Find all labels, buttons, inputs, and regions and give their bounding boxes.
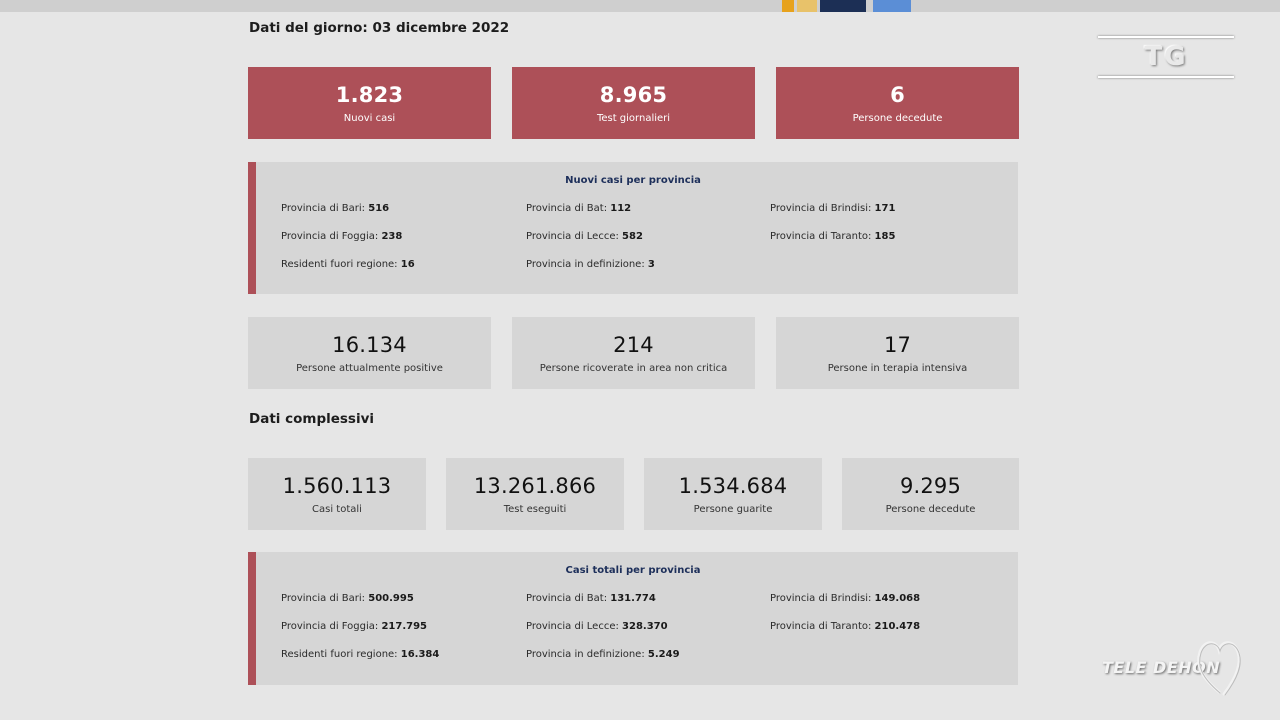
province-item-brindisi: Provincia di Brindisi: 171 — [770, 203, 895, 214]
province-value: 238 — [381, 231, 403, 242]
province-item-out-of-region: Residenti fuori regione: 16.384 — [281, 649, 439, 660]
stat-label: Persone ricoverate in area non critica — [539, 363, 728, 374]
total-card-cases: 1.560.113 Casi totali — [248, 458, 426, 530]
stat-label: Nuovi casi — [343, 113, 396, 124]
province-label: Provincia di Lecce: — [526, 231, 619, 242]
status-card-hospitalized: 214 Persone ricoverate in area non criti… — [512, 317, 755, 389]
province-label: Provincia in definizione: — [526, 649, 645, 660]
province-label: Provincia di Bat: — [526, 203, 608, 214]
province-value: 217.795 — [381, 621, 428, 632]
banner-fragment — [797, 0, 817, 12]
province-value: 185 — [874, 231, 896, 242]
totals-section-title: Dati complessivi — [249, 411, 375, 427]
daily-section-title: Dati del giorno: 03 dicembre 2022 — [249, 20, 510, 36]
stat-label: Persone decedute — [852, 113, 943, 124]
total-card-tests: 13.261.866 Test eseguiti — [446, 458, 624, 530]
province-value: 171 — [874, 203, 896, 214]
stat-label: Test giornalieri — [596, 113, 671, 124]
province-value: 149.068 — [874, 593, 921, 604]
province-item-foggia: Provincia di Foggia: 238 — [281, 231, 402, 242]
banner-fragment — [820, 0, 866, 12]
channel-logo-text: TELE DEHON — [1102, 658, 1221, 677]
stat-label: Persone in terapia intensiva — [827, 363, 968, 374]
stat-value: 1.534.684 — [678, 474, 788, 498]
province-label: Provincia di Taranto: — [770, 231, 872, 242]
tg-logo-line — [1098, 36, 1234, 38]
stat-value: 1.823 — [335, 83, 404, 107]
province-label: Provincia di Brindisi: — [770, 203, 872, 214]
stat-value: 13.261.866 — [473, 474, 597, 498]
province-value: 131.774 — [610, 593, 656, 604]
province-value: 582 — [622, 231, 643, 242]
province-item-bari: Provincia di Bari: 500.995 — [281, 593, 414, 604]
tg-logo-line — [1098, 76, 1234, 78]
daily-card-deaths: 6 Persone decedute — [776, 67, 1019, 139]
tele-dehon-logo: TELE DEHON — [1098, 636, 1248, 702]
province-label: Provincia di Bat: — [526, 593, 608, 604]
status-card-positive: 16.134 Persone attualmente positive — [248, 317, 491, 389]
stat-label: Test eseguiti — [503, 504, 567, 515]
province-value: 5.249 — [647, 649, 680, 660]
province-label: Provincia di Foggia: — [281, 621, 379, 632]
province-item-bat: Provincia di Bat: 112 — [526, 203, 631, 214]
province-value: 500.995 — [368, 593, 414, 604]
totals-provinces-panel: Casi totali per provincia Provincia di B… — [248, 552, 1018, 685]
province-label: Provincia di Foggia: — [281, 231, 379, 242]
total-card-deaths: 9.295 Persone decedute — [842, 458, 1019, 530]
daily-provinces-panel: Nuovi casi per provincia Provincia di Ba… — [248, 162, 1018, 294]
province-value: 16.384 — [400, 649, 440, 660]
province-value: 16 — [400, 259, 415, 270]
province-item-lecce: Provincia di Lecce: 328.370 — [526, 621, 668, 632]
province-label: Provincia di Brindisi: — [770, 593, 872, 604]
province-value: 516 — [368, 203, 390, 214]
province-item-undefined: Provincia in definizione: 5.249 — [526, 649, 680, 660]
province-label: Provincia di Bari: — [281, 203, 366, 214]
province-item-bat: Provincia di Bat: 131.774 — [526, 593, 656, 604]
heart-icon — [1197, 641, 1241, 696]
stat-value: 16.134 — [332, 333, 407, 357]
province-item-brindisi: Provincia di Brindisi: 149.068 — [770, 593, 920, 604]
banner-fragment — [873, 0, 911, 12]
province-value: 112 — [610, 203, 632, 214]
province-label: Provincia di Bari: — [281, 593, 366, 604]
province-item-bari: Provincia di Bari: 516 — [281, 203, 389, 214]
stat-value: 9.295 — [899, 474, 962, 498]
province-value: 210.478 — [874, 621, 921, 632]
stat-label: Persone guarite — [693, 504, 773, 515]
banner-fragment — [782, 0, 794, 12]
tg-logo-text: TG — [1144, 42, 1188, 72]
panel-title: Nuovi casi per provincia — [565, 175, 701, 186]
panel-title: Casi totali per provincia — [565, 565, 701, 576]
stat-value: 17 — [883, 333, 912, 357]
province-label: Provincia in definizione: — [526, 259, 645, 270]
province-item-undefined: Provincia in definizione: 3 — [526, 259, 655, 270]
province-label: Residenti fuori regione: — [281, 259, 398, 270]
stat-label: Persone decedute — [885, 504, 976, 515]
province-value: 328.370 — [622, 621, 668, 632]
daily-card-tests: 8.965 Test giornalieri — [512, 67, 755, 139]
stat-value: 214 — [613, 333, 654, 357]
province-item-out-of-region: Residenti fuori regione: 16 — [281, 259, 415, 270]
stat-label: Casi totali — [312, 504, 362, 515]
province-value: 3 — [647, 259, 655, 270]
stat-value: 1.560.113 — [282, 474, 392, 498]
tg-logo: TG — [1098, 36, 1234, 80]
stat-label: Persone attualmente positive — [296, 363, 443, 374]
province-item-taranto: Provincia di Taranto: 185 — [770, 231, 895, 242]
total-card-recovered: 1.534.684 Persone guarite — [644, 458, 822, 530]
province-label: Provincia di Lecce: — [526, 621, 619, 632]
province-label: Residenti fuori regione: — [281, 649, 398, 660]
top-banner-strip — [0, 0, 1280, 12]
province-item-foggia: Provincia di Foggia: 217.795 — [281, 621, 427, 632]
status-card-intensive-care: 17 Persone in terapia intensiva — [776, 317, 1019, 389]
stat-value: 8.965 — [599, 83, 668, 107]
province-item-lecce: Provincia di Lecce: 582 — [526, 231, 643, 242]
daily-card-new-cases: 1.823 Nuovi casi — [248, 67, 491, 139]
province-label: Provincia di Taranto: — [770, 621, 872, 632]
province-item-taranto: Provincia di Taranto: 210.478 — [770, 621, 920, 632]
stat-value: 6 — [890, 83, 905, 107]
